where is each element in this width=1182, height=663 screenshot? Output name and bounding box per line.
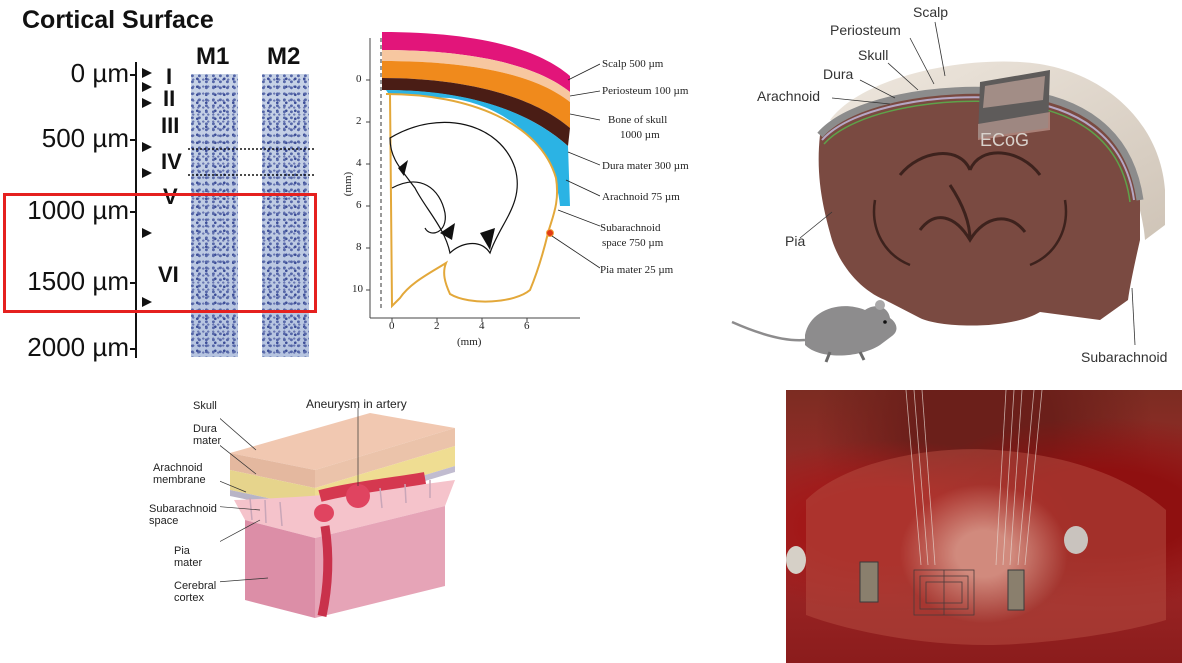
ecog-array-icon [786, 390, 1166, 645]
label-dura: Dura [823, 66, 854, 82]
label-arachnoid: Arachnoid [757, 88, 821, 104]
x-tick-6: 6 [524, 320, 530, 332]
layer-label-v: V [163, 184, 178, 209]
layer-label-iv: IV [161, 149, 182, 174]
label-pia-mater: mater [174, 557, 203, 569]
m1-tissue-strip [191, 74, 238, 357]
depth-label-2000: 2000 µm [27, 332, 129, 362]
depth-label-0: 0 µm [70, 58, 129, 88]
x-tick-4: 4 [479, 320, 485, 332]
y-tick-2: 2 [356, 115, 362, 127]
label-subarachnoid: Subarachnoid [600, 222, 661, 234]
y-axis-label: (mm) [342, 171, 355, 197]
layer-label-vi: VI [158, 262, 179, 287]
ecog-implant-photo [786, 390, 1182, 663]
y-tick-6: 6 [356, 199, 362, 211]
m2-tissue-strip [262, 74, 309, 357]
depth-axis [130, 62, 152, 358]
layer-label-i: I [166, 64, 173, 89]
label-periosteum: Periosteum [830, 22, 901, 38]
mouse-brain-illustration [731, 21, 1165, 363]
label-bone-thickness: 1000 µm [620, 129, 660, 141]
label-skull: Skull [193, 400, 217, 412]
label-bone-of-skull: Bone of skull [608, 114, 668, 126]
depth-label-1000: 1000 µm [27, 195, 129, 225]
label-arachnoid: Arachnoid [153, 462, 203, 474]
x-axis-label: (mm) [457, 336, 482, 348]
label-subarachnoid: Subarachnoid [1081, 349, 1168, 365]
layer-label-iii: III [161, 113, 180, 138]
meninges-illustration [220, 408, 455, 618]
y-tick-8: 8 [356, 241, 362, 253]
label-pia: Pia [174, 545, 190, 557]
label-scalp: Scalp 500 µm [602, 58, 664, 70]
label-dura-mater: Dura mater 300 µm [602, 160, 689, 172]
column-title-m2: M2 [267, 43, 301, 70]
label-arachnoid: Arachnoid 75 µm [602, 191, 680, 203]
label-scalp: Scalp [913, 4, 949, 20]
label-pia-mater: Pia mater 25 µm [600, 264, 674, 276]
highlight-box-layers-v-vi [3, 193, 317, 313]
ecog-label: ECoG [980, 130, 1030, 150]
x-tick-2: 2 [434, 320, 440, 332]
cortical-surface-title: Cortical Surface [22, 6, 214, 34]
label-aneurysm: Aneurysm in artery [306, 397, 407, 411]
y-tick-10: 10 [352, 283, 363, 295]
label-subarachnoid-space: space 750 µm [602, 237, 664, 249]
head-section-drawing [366, 32, 600, 322]
label-subarachnoid: Subarachnoid [149, 503, 217, 515]
layer-label-ii: II [163, 86, 176, 111]
label-periosteum: Periosteum 100 µm [602, 85, 689, 97]
column-title-m1: M1 [196, 43, 230, 70]
y-tick-4: 4 [356, 157, 362, 169]
label-cerebral-cortex: cortex [174, 592, 204, 604]
depth-label-500: 500 µm [41, 123, 129, 153]
label-pia: Pia [785, 233, 806, 249]
y-tick-0: 0 [356, 73, 362, 85]
label-cerebral: Cerebral [174, 580, 217, 592]
label-dura: Dura [193, 423, 217, 435]
label-arachnoid-membrane: membrane [153, 474, 206, 486]
x-tick-0: 0 [389, 320, 395, 332]
layer-iv-boundaries [188, 148, 314, 176]
label-subarachnoid-space: space [149, 515, 179, 527]
label-skull: Skull [858, 47, 889, 63]
label-dura-mater: mater [193, 435, 222, 447]
depth-label-1500: 1500 µm [27, 266, 129, 296]
